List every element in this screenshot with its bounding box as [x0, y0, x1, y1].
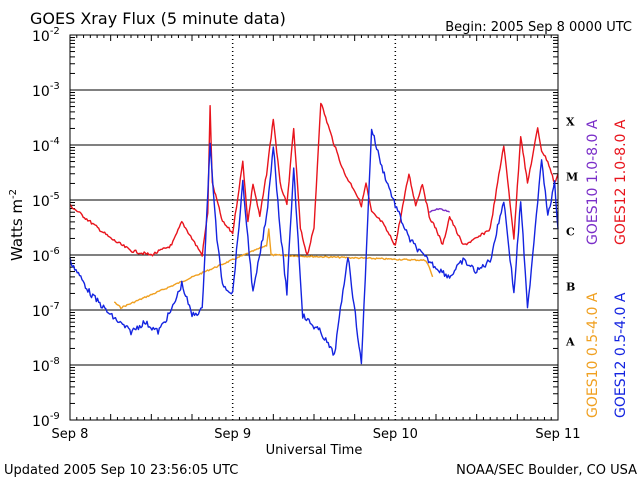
series-line-goes12-1-0-8-0-a	[69, 102, 559, 257]
y-tick-label: 10-4	[32, 136, 60, 155]
series-line-goes10-1-0-8-0-a	[428, 208, 450, 213]
flare-class-c: C	[566, 226, 575, 239]
updated-label: Updated 2005 Sep 10 23:56:05 UTC	[4, 463, 238, 478]
y-axis-title: Watts m-2	[8, 189, 26, 261]
legend-entry-goes12-0-5-4-0-a: GOES12 0.5-4.0 A	[613, 292, 629, 418]
y-tick-label: 10-6	[32, 246, 60, 265]
series-line-goes12-0-5-4-0-a	[69, 128, 559, 365]
legend-entry-goes12-1-0-8-0-a: GOES12 1.0-8.0 A	[613, 119, 629, 245]
series-line-goes10-0-5-4-0-a	[113, 228, 434, 310]
x-tick-label: Sep 8	[52, 427, 89, 442]
y-tick-label: 10-3	[32, 81, 60, 100]
x-tick-labels: Sep 8 Sep 9 Sep 10 Sep 11	[52, 427, 581, 442]
y-tick-label: 10-9	[32, 411, 60, 430]
x-axis-title: Universal Time	[266, 443, 363, 458]
y-tick-label: 10-2	[32, 26, 60, 45]
flare-class-x: X	[566, 116, 575, 129]
legend: GOES10 1.0-8.0 A GOES12 1.0-8.0 A GOES10 0…	[585, 119, 629, 418]
begin-label: Begin: 2005 Sep 8 0000 UTC	[445, 20, 632, 35]
flare-class-m: M	[566, 171, 578, 184]
source-label: NOAA/SEC Boulder, CO USA	[456, 463, 637, 478]
flare-class-labels: X M C B A	[565, 116, 578, 349]
legend-entry-goes10-1-0-8-0-a: GOES10 1.0-8.0 A	[585, 119, 601, 245]
chart-title: GOES Xray Flux (5 minute data)	[30, 9, 286, 28]
plot-frame	[69, 34, 559, 421]
data-series	[69, 102, 559, 365]
y-tick-label: 10-7	[32, 301, 60, 320]
x-tick-label: Sep 10	[373, 427, 418, 442]
x-tick-label: Sep 11	[535, 427, 580, 442]
y-tick-label: 10-5	[32, 191, 60, 210]
y-tick-label: 10-8	[32, 356, 60, 375]
y-tick-labels: 10-2 10-3 10-4 10-5 10-6 10-7 10-8 10-9	[32, 26, 60, 430]
legend-entry-goes10-0-5-4-0-a: GOES10 0.5-4.0 A	[585, 292, 601, 418]
flare-class-b: B	[566, 281, 575, 294]
x-tick-label: Sep 9	[214, 427, 251, 442]
flare-class-a: A	[565, 336, 575, 349]
